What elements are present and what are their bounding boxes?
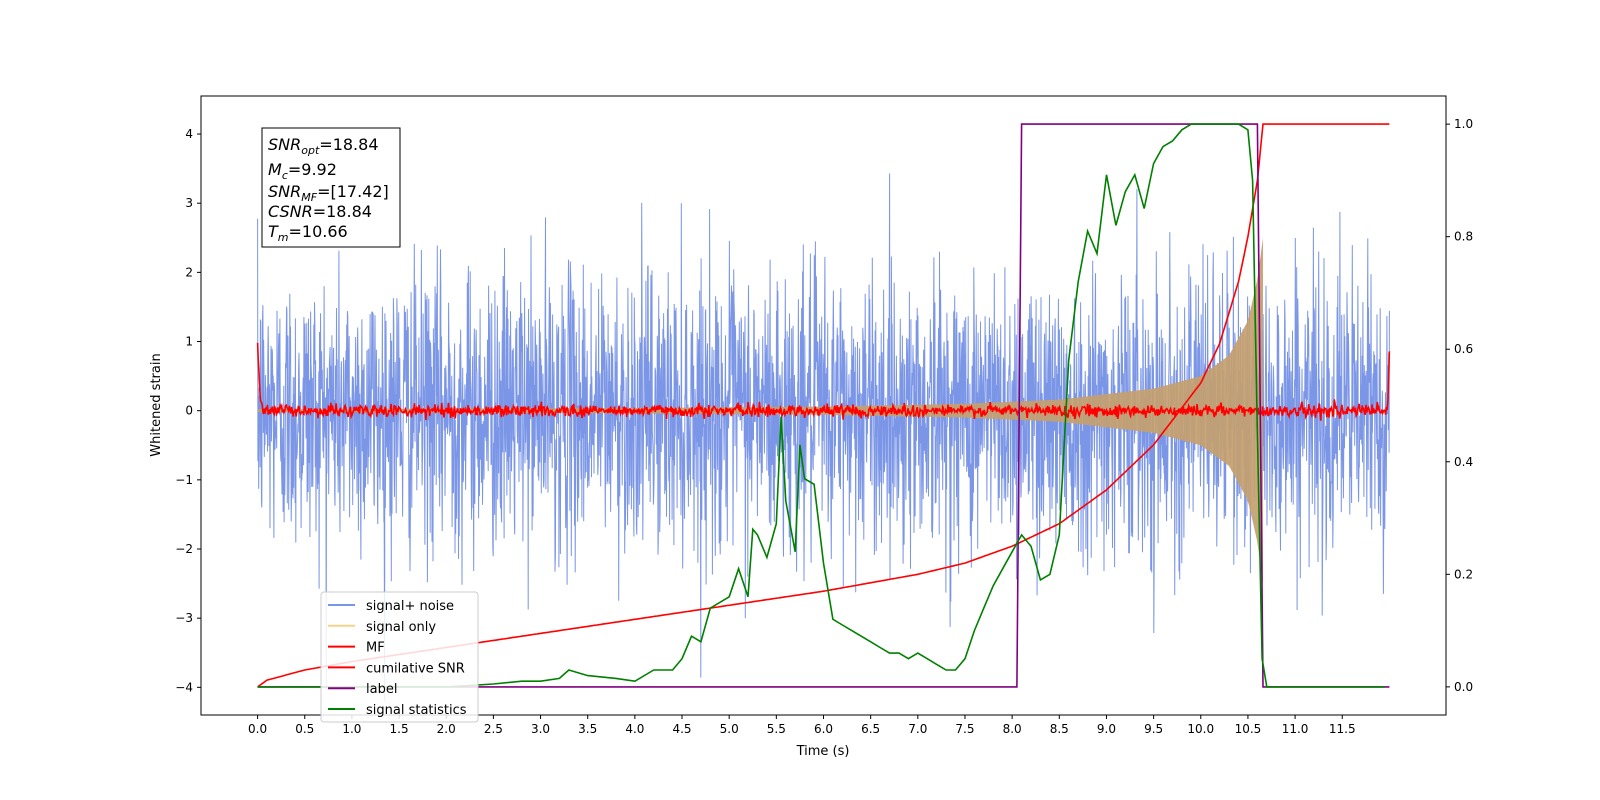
y-right-tick-label: 0.6 [1454,342,1473,356]
x-tick-label: 2.0 [437,722,456,736]
legend-label: signal only [366,620,436,635]
y-right-tick-label: 0.8 [1454,230,1473,244]
x-tick-label: 1.0 [342,722,361,736]
info-tm: Tm=10.66 [268,222,348,244]
x-tick-label: 10.0 [1187,722,1214,736]
info-box-frame [261,127,401,248]
x-tick-label: 3.5 [578,722,597,736]
y-left-tick-label: 3 [185,196,193,210]
y-right-tick-label: 0.0 [1454,680,1473,694]
legend: signal+ noise signal only MF cumilative SNR… [320,591,479,723]
legend-label: label [366,682,397,697]
x-tick-label: 2.5 [484,722,503,736]
info-snr-opt: SNRopt=18.84 [268,135,379,157]
info-box: SNRopt=18.84 Mc=9.92 SNRMF=[17.42] CSNR=… [261,127,401,248]
y-left-tick-label: −1 [175,473,193,487]
x-tick-label: 9.5 [1144,722,1163,736]
x-tick-label: 4.5 [672,722,691,736]
x-axis-label: Time (s) [796,744,850,759]
x-tick-label: 6.5 [861,722,880,736]
y-right-tick-label: 0.2 [1454,567,1473,581]
x-tick-label: 5.0 [720,722,739,736]
info-snr-mf: SNRMF=[17.42] [268,182,389,204]
y-right-tick-label: 1.0 [1454,117,1473,131]
x-tick-label: 0.5 [295,722,314,736]
legend-label: cumilative SNR [366,661,465,676]
legend-label: MF [366,641,385,656]
legend-frame [320,591,479,723]
x-tick-label: 5.5 [767,722,786,736]
x-tick-label: 1.5 [390,722,409,736]
y-axis-label: Whitened strain [149,353,164,456]
x-tick-label: 7.0 [908,722,927,736]
series-signal-noise [257,173,1390,701]
x-tick-label: 11.5 [1329,722,1356,736]
series-signal-statistics [257,123,1385,688]
x-tick-label: 0.0 [248,722,267,736]
x-tick-label: 3.0 [531,722,550,736]
series-mf [256,342,1391,421]
x-tick-label: 8.5 [1050,722,1069,736]
y-right-tick-label: 0.4 [1454,455,1473,469]
y-left-tick-label: 0 [185,404,193,418]
legend-label: signal+ noise [366,599,454,614]
x-tick-label: 6.0 [814,722,833,736]
info-csnr: CSNR=18.84 [268,202,372,221]
info-mc: Mc=9.92 [268,160,337,182]
x-tick-label: 9.0 [1097,722,1116,736]
x-tick-label: 8.0 [1003,722,1022,736]
y-left-tick-label: 1 [185,335,193,349]
y-left-tick-label: −3 [175,611,193,625]
x-tick-label: 10.5 [1235,722,1262,736]
y-left-tick-label: 2 [185,265,193,279]
legend-label: signal statistics [366,703,467,718]
ticks-layer: 0.0 0.5 1.0 1.5 2.0 2.5 3.0 3.5 4.0 4.5 5.0 5.5 6.0 6… [175,117,1473,736]
y-left-tick-label: −4 [175,680,193,694]
x-tick-label: 4.0 [625,722,644,736]
x-tick-label: 11.0 [1282,722,1309,736]
y-left-tick-label: 4 [185,127,193,141]
y-left-tick-label: −2 [175,542,193,556]
x-tick-label: 7.5 [955,722,974,736]
